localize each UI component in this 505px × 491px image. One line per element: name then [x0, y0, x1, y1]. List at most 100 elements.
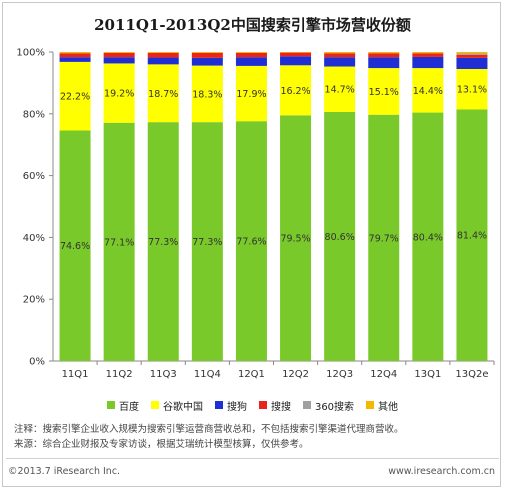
- bar-segment: [147, 122, 179, 361]
- bar-segment: [235, 65, 267, 122]
- bar-segment: [368, 53, 400, 58]
- bar-segment: [324, 57, 356, 67]
- legend-label: 百度: [118, 401, 139, 413]
- data-label: 74.6%: [60, 241, 90, 252]
- data-label: 77.1%: [104, 237, 134, 248]
- legend-item: 百度: [106, 398, 139, 413]
- legend-label: 谷歌中国: [162, 401, 203, 413]
- data-label: 14.4%: [413, 86, 443, 97]
- x-tick-label: 11Q1: [62, 369, 89, 380]
- y-tick-label: 60%: [23, 171, 45, 182]
- source-line: 来源：综合企业财报及专家访谈，根据艾瑞统计模型核算，仅供参考。: [14, 439, 309, 450]
- stacked-bar-chart: 0% 20% 40% 60% 80% 100% 74.6% 22.2% 11Q1 77.1% 19.…: [16, 48, 495, 380]
- legend-swatch: [302, 401, 311, 409]
- bar-segment: [103, 63, 135, 123]
- y-tick-label: 0%: [29, 357, 45, 368]
- note-line: 注释：搜索引擎企业收入规模为搜索引擎运营商营收总和，不包括搜索引擎渠道代理商营收…: [14, 424, 404, 435]
- y-tick-label: 80%: [23, 109, 45, 120]
- x-tick-label: 12Q2: [282, 369, 309, 380]
- website-url: www.iresearch.com.cn: [388, 466, 495, 477]
- data-label: 18.7%: [148, 89, 178, 100]
- bar-segment: [103, 122, 135, 361]
- bar-segment: [456, 109, 488, 361]
- y-tick-label: 100%: [16, 48, 45, 59]
- x-tick-label: 11Q4: [194, 369, 221, 380]
- bar-segment: [235, 121, 267, 361]
- bar-segment: [103, 52, 135, 58]
- bar-segment: [412, 68, 444, 113]
- bar-segment: [191, 65, 223, 123]
- bar-segment: [456, 54, 488, 58]
- bar-segment: [324, 53, 356, 58]
- data-label: 17.9%: [236, 89, 266, 100]
- bar-segment: [456, 52, 488, 54]
- bar-segment: [368, 114, 400, 362]
- x-tick-label: 13Q1: [414, 369, 441, 380]
- x-tick-label: 12Q1: [238, 369, 265, 380]
- data-label: 15.1%: [369, 87, 399, 98]
- bar-segment: [368, 57, 400, 69]
- data-label: 14.7%: [325, 85, 355, 96]
- legend-label: 搜搜: [270, 401, 291, 413]
- data-label: 77.3%: [148, 237, 178, 248]
- bar-segment: [147, 52, 179, 53]
- data-label: 80.6%: [325, 232, 355, 243]
- y-tick-label: 40%: [23, 233, 45, 244]
- bar-segment: [59, 52, 91, 54]
- data-label: 79.7%: [369, 233, 399, 244]
- data-label: 13.1%: [457, 85, 487, 96]
- bar-segment: [324, 111, 356, 361]
- legend-label: 其他: [378, 401, 399, 413]
- bar-segment: [147, 57, 179, 65]
- bar-segment: [280, 52, 312, 57]
- data-label: 77.6%: [236, 237, 266, 248]
- legend-swatch: [214, 401, 223, 409]
- chart-title: 2011Q1-2013Q2中国搜索引擎市场营收份额: [94, 16, 411, 34]
- legend-item: 其他: [366, 398, 398, 413]
- legend-item: 搜搜: [258, 398, 291, 413]
- bar-segment: [456, 57, 488, 69]
- footer-divider: [6, 458, 499, 459]
- bar-segment: [412, 53, 444, 57]
- bar-segment: [103, 57, 135, 64]
- data-label: 18.3%: [192, 89, 222, 100]
- legend-item: 360搜索: [302, 398, 355, 413]
- bar-segment: [324, 52, 356, 54]
- data-label: 80.4%: [413, 232, 443, 243]
- bar-segment: [280, 52, 312, 53]
- bar-segment: [191, 57, 223, 66]
- data-label: 77.3%: [192, 237, 222, 248]
- x-tick-label: 12Q4: [370, 369, 397, 380]
- x-tick-label: 12Q3: [326, 369, 353, 380]
- data-label: 79.5%: [280, 234, 310, 245]
- bar-segment: [235, 52, 267, 58]
- legend-label: 搜狗: [226, 401, 247, 413]
- bar-segment: [280, 115, 312, 361]
- bar-segment: [59, 61, 91, 131]
- bar-segment: [235, 57, 267, 66]
- bar-segment: [456, 68, 488, 110]
- bar-segment: [280, 65, 312, 116]
- bar-segment: [59, 57, 91, 62]
- y-tick-label: 20%: [23, 295, 45, 306]
- bar-segment: [59, 53, 91, 58]
- data-label: 22.2%: [60, 92, 90, 103]
- x-tick-label: 13Q2e: [455, 369, 488, 380]
- legend-label: 360搜索: [314, 401, 355, 413]
- bar-segment: [191, 52, 223, 53]
- bar-segment: [280, 56, 312, 66]
- legend-swatch: [106, 401, 115, 409]
- bar-segment: [412, 112, 444, 362]
- bar-segment: [235, 52, 267, 53]
- bar-segment: [147, 64, 179, 123]
- data-label: 81.4%: [457, 231, 487, 242]
- bar-segment: [368, 52, 400, 54]
- bar-segment: [59, 130, 91, 361]
- bar-segment: [147, 52, 179, 58]
- bar-segment: [324, 66, 356, 112]
- legend-swatch: [258, 401, 267, 409]
- legend-item: 谷歌中国: [150, 398, 203, 413]
- chart-notes: 注释：搜索引擎企业收入规模为搜索引擎运营商营收总和，不包括搜索引擎渠道代理商营收…: [14, 422, 494, 452]
- chart-legend: 百度 谷歌中国 搜狗 搜搜 360搜索 其他: [0, 397, 505, 413]
- bar-segment: [412, 52, 444, 54]
